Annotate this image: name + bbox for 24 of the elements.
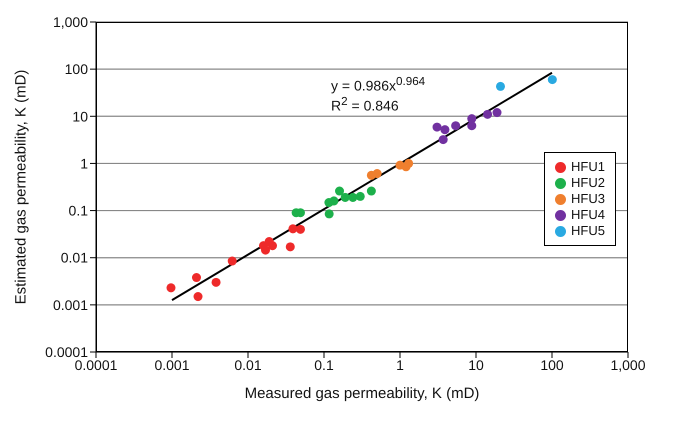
x-tick-label: 1 [396,356,404,373]
y-tick-label: 0.001 [52,296,88,313]
annotation: R$^{2}$ = 0.846 [331,94,400,114]
legend-label: HFU4 [571,207,605,223]
x-tick-label: 0.001 [154,356,190,373]
legend-label: HFU1 [571,159,605,175]
y-tick-label: 1 [80,155,88,172]
x-tick-label: 0.1 [314,356,334,373]
x-tick-label: 1,000 [610,356,646,373]
x-tick-label: 100 [540,356,564,373]
x-axis-title: Measured gas permeability, K (mD) [244,385,480,402]
legend-label: HFU3 [571,191,605,207]
y-tick-label: 100 [64,61,88,78]
x-tick-label: 0.01 [234,356,262,373]
y-tick-label: 1,000 [52,14,88,30]
legend-label: HFU5 [571,223,605,239]
annotation: y = 0.986x$^{0.964}$ [331,74,426,94]
legend-label: HFU2 [571,175,605,191]
y-tick-label: 0.0001 [45,344,88,360]
y-tick-label: 0.01 [60,250,88,266]
y-tick-label: 0.1 [68,202,88,219]
y-tick-label: 10 [72,108,88,124]
y-axis-title: Estimated gas permeability, K (mD) [12,70,30,304]
x-tick-label: 10 [468,356,484,373]
